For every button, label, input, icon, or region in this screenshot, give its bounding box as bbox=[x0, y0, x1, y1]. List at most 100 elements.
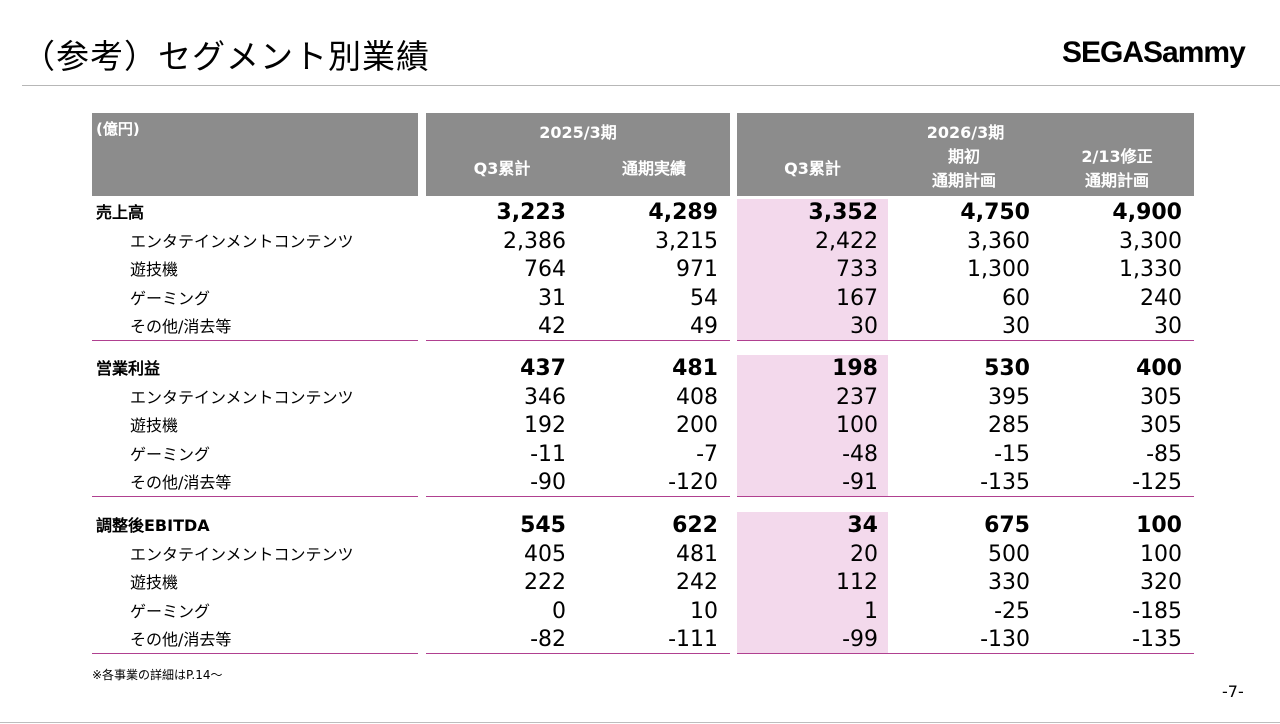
cell-value: 346 bbox=[524, 384, 566, 410]
cell-value: 1,300 bbox=[967, 257, 1030, 282]
cell-value: 3,300 bbox=[1119, 228, 1182, 254]
table-row: その他/消去等 42 49 30 30 30 bbox=[0, 313, 1280, 341]
cell-value: 764 bbox=[524, 257, 566, 282]
table-row: ゲーミング -11 -7 -48 -15 -85 bbox=[0, 441, 1280, 469]
cell-value: 4,900 bbox=[1112, 200, 1182, 225]
section-divider bbox=[737, 496, 1194, 497]
cell-value: 3,360 bbox=[967, 228, 1030, 254]
section-divider bbox=[426, 653, 730, 654]
footer-divider bbox=[0, 722, 1280, 723]
cell-value: 305 bbox=[1140, 384, 1182, 410]
cell-value: 481 bbox=[672, 356, 718, 381]
title-divider bbox=[22, 85, 1280, 86]
table-row: エンタテインメントコンテンツ 2,386 3,215 2,422 3,360 3,300 bbox=[0, 228, 1280, 256]
cell-value: 545 bbox=[520, 513, 566, 538]
section-divider bbox=[92, 653, 418, 654]
cell-value: -15 bbox=[994, 441, 1030, 467]
section-divider bbox=[426, 496, 730, 497]
cell-value: 405 bbox=[524, 541, 566, 567]
cell-value: 330 bbox=[988, 570, 1030, 595]
cell-value: 34 bbox=[847, 513, 878, 538]
row-label: エンタテインメントコンテンツ bbox=[130, 387, 354, 407]
row-label: その他/消去等 bbox=[130, 630, 232, 649]
highlight-band bbox=[737, 355, 888, 496]
cell-value: 675 bbox=[984, 513, 1030, 538]
cell-value: -11 bbox=[530, 441, 566, 467]
row-label: ゲーミング bbox=[130, 288, 211, 308]
table-row: ゲーミング 31 54 167 60 240 bbox=[0, 285, 1280, 313]
cell-value: 1,330 bbox=[1119, 257, 1182, 282]
cell-value: -185 bbox=[1132, 598, 1182, 624]
cell-value: -111 bbox=[668, 627, 718, 652]
cell-value: -91 bbox=[842, 470, 878, 495]
header-fy2025: 2025/3期 Q3累計 通期実績 bbox=[426, 113, 730, 196]
row-label: その他/消去等 bbox=[130, 473, 232, 492]
cell-value: 3,223 bbox=[496, 200, 566, 225]
section-divider bbox=[737, 653, 1194, 654]
cell-value: 200 bbox=[676, 413, 718, 438]
cell-value: 10 bbox=[690, 598, 718, 624]
cell-value: 622 bbox=[672, 513, 718, 538]
cell-value: 4,750 bbox=[960, 200, 1030, 225]
row-label: 売上高 bbox=[96, 203, 145, 222]
cell-value: -125 bbox=[1132, 470, 1182, 495]
section-divider bbox=[426, 340, 730, 341]
cell-value: 4,289 bbox=[648, 200, 718, 225]
period-label: 2025/3期 bbox=[539, 123, 617, 142]
cell-value: 500 bbox=[988, 541, 1030, 567]
section-divider bbox=[737, 340, 1194, 341]
cell-value: 100 bbox=[1136, 513, 1182, 538]
cell-value: 60 bbox=[1002, 285, 1030, 311]
column-header: 期初 通期計画 bbox=[888, 145, 1040, 193]
cell-value: 192 bbox=[524, 413, 566, 438]
row-label: エンタテインメントコンテンツ bbox=[130, 231, 354, 251]
cell-value: 481 bbox=[676, 541, 718, 567]
cell-value: -90 bbox=[530, 470, 566, 495]
cell-value: 112 bbox=[836, 570, 878, 595]
cell-value: 49 bbox=[690, 314, 718, 339]
row-label: 調整後EBITDA bbox=[96, 516, 210, 535]
unit-label: (億円) bbox=[96, 120, 140, 138]
cell-value: 20 bbox=[850, 541, 878, 567]
table-row: 遊技機 222 242 112 330 320 bbox=[0, 569, 1280, 597]
column-header: 2/13修正 通期計画 bbox=[1040, 145, 1194, 193]
row-label: エンタテインメントコンテンツ bbox=[130, 544, 354, 564]
table-row: エンタテインメントコンテンツ 346 408 237 395 305 bbox=[0, 384, 1280, 412]
cell-value: 30 bbox=[1154, 314, 1182, 339]
row-label: 遊技機 bbox=[130, 260, 179, 279]
period-label: 2026/3期 bbox=[926, 123, 1005, 142]
cell-value: -82 bbox=[530, 627, 566, 652]
cell-value: 31 bbox=[538, 285, 566, 311]
cell-value: 2,386 bbox=[503, 228, 566, 254]
highlight-band bbox=[737, 199, 888, 340]
table-row-total: 売上高 3,223 4,289 3,352 4,750 4,900 bbox=[0, 199, 1280, 227]
column-header: Q3累計 bbox=[784, 159, 841, 178]
company-logo: SEGASammy bbox=[1062, 30, 1252, 76]
cell-value: -99 bbox=[842, 627, 878, 652]
section-divider bbox=[92, 496, 418, 497]
section-divider bbox=[92, 340, 418, 341]
cell-value: -130 bbox=[980, 627, 1030, 652]
cell-value: 3,215 bbox=[655, 228, 718, 254]
table-row: その他/消去等 -82 -111 -99 -130 -135 bbox=[0, 626, 1280, 654]
footnote: ※各事業の詳細はP.14～ bbox=[92, 668, 223, 682]
table-row-total: 調整後EBITDA 545 622 34 675 100 bbox=[0, 512, 1280, 540]
cell-value: 971 bbox=[676, 257, 718, 282]
cell-value: 285 bbox=[988, 413, 1030, 438]
cell-value: 42 bbox=[538, 314, 566, 339]
page-title: （参考）セグメント別業績 bbox=[22, 37, 430, 76]
row-label: 営業利益 bbox=[96, 359, 161, 378]
header-fy2026: 2026/3期 Q3累計 期初 通期計画 2/13修正 通期計画 bbox=[737, 113, 1194, 196]
cell-value: 437 bbox=[520, 356, 566, 381]
cell-value: 1 bbox=[864, 598, 878, 624]
cell-value: 198 bbox=[832, 356, 878, 381]
cell-value: 100 bbox=[836, 413, 878, 438]
cell-value: 167 bbox=[836, 285, 878, 311]
table-row: ゲーミング 0 10 1 -25 -185 bbox=[0, 598, 1280, 626]
cell-value: 395 bbox=[988, 384, 1030, 410]
cell-value: 733 bbox=[836, 257, 878, 282]
svg-text:SEGASammy: SEGASammy bbox=[1062, 36, 1246, 69]
header-label-cell: (億円) bbox=[92, 113, 418, 196]
cell-value: 54 bbox=[690, 285, 718, 311]
table-row-total: 営業利益 437 481 198 530 400 bbox=[0, 355, 1280, 383]
